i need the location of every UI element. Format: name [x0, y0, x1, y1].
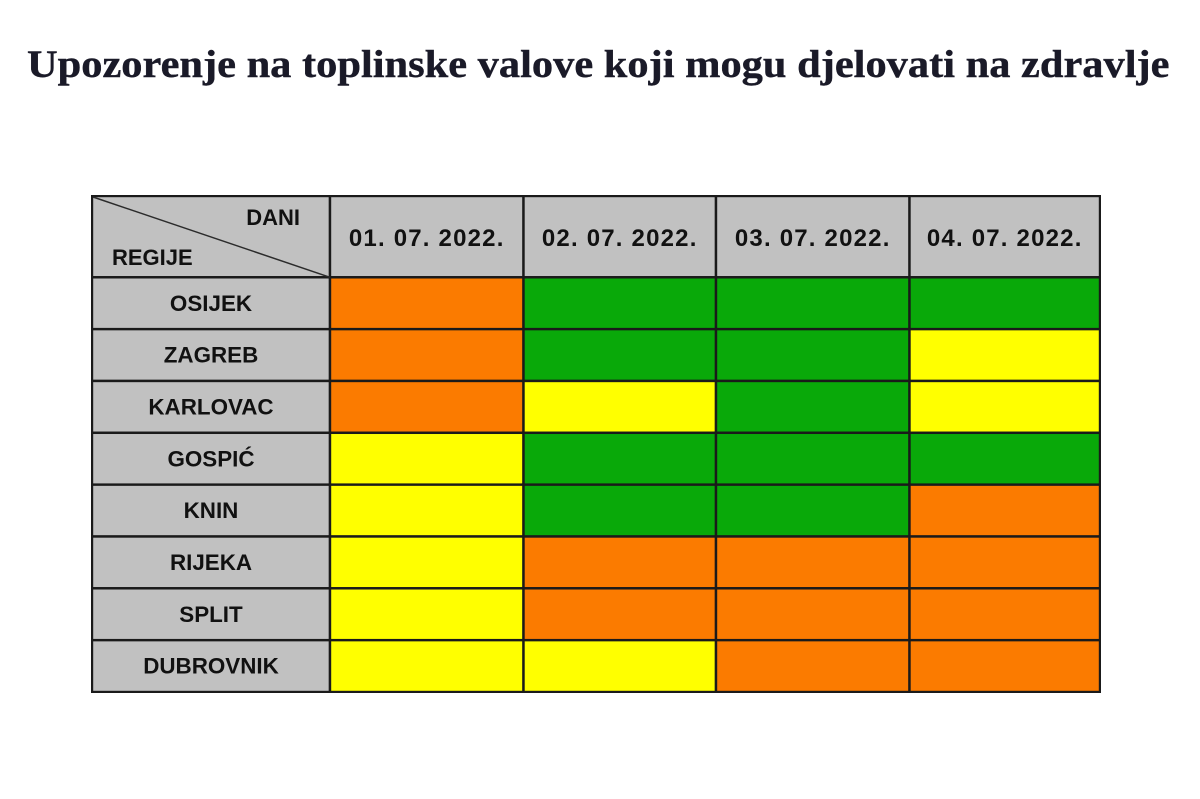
svg-text:DUBROVNIK: DUBROVNIK	[143, 654, 279, 679]
svg-text:REGIJE: REGIJE	[112, 245, 193, 270]
svg-text:04. 07. 2022.: 04. 07. 2022.	[927, 225, 1083, 252]
svg-text:KARLOVAC: KARLOVAC	[148, 394, 273, 419]
svg-text:SPLIT: SPLIT	[179, 602, 243, 627]
svg-text:02. 07. 2022.: 02. 07. 2022.	[542, 225, 698, 252]
svg-text:ZAGREB: ZAGREB	[164, 343, 259, 368]
svg-text:GOSPIĆ: GOSPIĆ	[167, 446, 254, 471]
svg-text:OSIJEK: OSIJEK	[170, 291, 252, 316]
svg-text:RIJEKA: RIJEKA	[170, 550, 252, 575]
svg-text:01. 07. 2022.: 01. 07. 2022.	[349, 225, 505, 252]
svg-text:DANI: DANI	[246, 205, 300, 230]
svg-text:03. 07. 2022.: 03. 07. 2022.	[735, 225, 891, 252]
svg-text:KNIN: KNIN	[184, 498, 239, 523]
